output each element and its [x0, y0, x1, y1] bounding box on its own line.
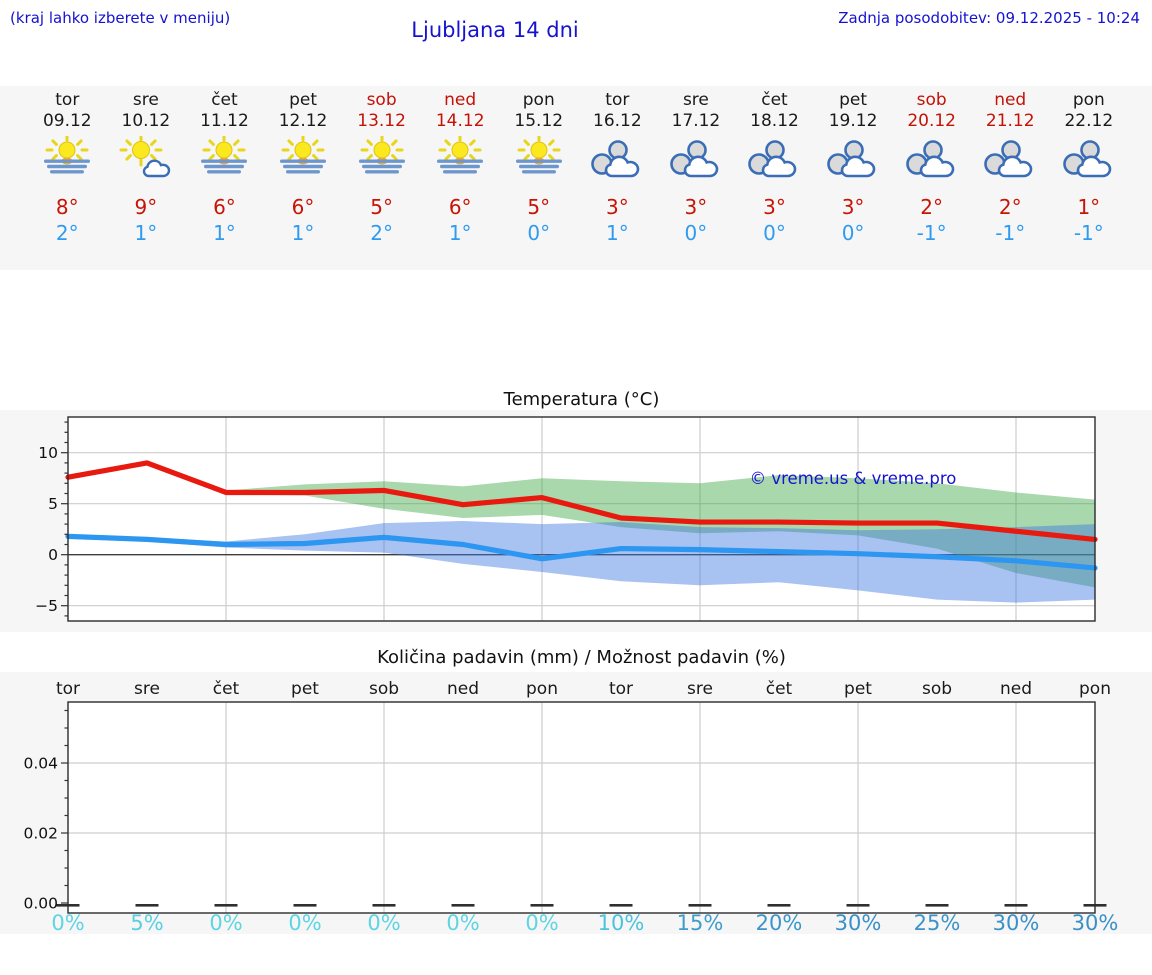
forecast-day-column: tor 16.12 3° 1°: [578, 90, 657, 270]
day-max-temperature: 3°: [684, 195, 708, 219]
day-min-temperature: 1°: [213, 221, 236, 245]
day-min-temperature: -1°: [916, 221, 947, 245]
sun-fog-icon: [185, 133, 264, 184]
day-min-temperature: 0°: [684, 221, 708, 245]
day-min-temperature: 2°: [55, 221, 79, 245]
day-min-temperature: -1°: [1073, 221, 1104, 245]
day-name: sre: [682, 90, 709, 110]
day-name: sob: [916, 90, 947, 110]
day-date: 15.12: [514, 111, 564, 131]
day-date: 17.12: [671, 111, 721, 131]
day-name: tor: [55, 90, 80, 110]
day-max-temperature: 3°: [605, 195, 629, 219]
sun-fog-icon: [264, 133, 343, 184]
day-min-temperature: 1°: [134, 221, 158, 245]
day-date: 14.12: [435, 111, 485, 131]
temperature-chart-title: Temperatura (°C): [503, 389, 660, 410]
day-date: 16.12: [593, 111, 642, 131]
day-max-temperature: 8°: [55, 195, 79, 219]
forecast-day-column: sre 10.12 9° 1°: [107, 90, 186, 270]
forecast-day-column: čet 11.12 6° 1°: [185, 90, 264, 270]
last-update-text: Zadnja posodobitev: 09.12.2025 - 10:24: [838, 9, 1140, 27]
cloudy-icon: [1050, 136, 1129, 184]
day-date: 12.12: [278, 111, 328, 131]
day-date: 10.12: [121, 111, 171, 131]
sun-cloud-icon: [107, 133, 186, 184]
forecast-day-column: ned 21.12 2° -1°: [971, 90, 1050, 270]
day-min-temperature: 0°: [527, 221, 551, 245]
forecast-days-strip: tor 09.12 8° 2°: [0, 86, 1152, 270]
forecast-day-column: sob 20.12 2° -1°: [892, 90, 971, 270]
day-date: 11.12: [200, 111, 249, 131]
day-name: čet: [211, 90, 238, 110]
day-date: 19.12: [828, 111, 878, 131]
cloudy-icon: [578, 136, 657, 184]
day-name: pet: [839, 90, 868, 110]
day-date: 09.12: [42, 111, 92, 131]
day-max-temperature: 5°: [527, 195, 551, 219]
cloudy-icon: [814, 136, 893, 184]
day-date: 18.12: [750, 111, 799, 131]
day-max-temperature: 6°: [213, 195, 236, 219]
day-min-temperature: -1°: [995, 221, 1026, 245]
forecast-day-column: pet 19.12 3° 0°: [814, 90, 893, 270]
day-min-temperature: 0°: [841, 221, 865, 245]
forecast-day-column: čet 18.12 3° 0°: [735, 90, 814, 270]
day-min-temperature: 2°: [370, 221, 393, 245]
day-date: 20.12: [907, 111, 956, 131]
forecast-day-column: sre 17.12 3° 0°: [657, 90, 736, 270]
forecast-day-column: pon 15.12 5° 0°: [499, 90, 578, 270]
page-title: Ljubljana 14 dni: [411, 18, 579, 42]
cloudy-icon: [657, 136, 736, 184]
forecast-day-column: sob 13.12 5° 2°: [342, 90, 421, 270]
cloudy-icon: [971, 136, 1050, 184]
day-max-temperature: 3°: [841, 195, 865, 219]
day-max-temperature: 2°: [920, 195, 944, 219]
forecast-day-column: tor 09.12 8° 2°: [28, 90, 107, 270]
day-max-temperature: 1°: [1077, 195, 1101, 219]
day-name: ned: [444, 90, 477, 110]
forecast-day-column: pet 12.12 6° 1°: [264, 90, 343, 270]
sun-fog-icon: [28, 133, 107, 184]
precipitation-figure-background: [0, 672, 1152, 934]
day-date: 13.12: [357, 111, 406, 131]
precipitation-chart-title: Količina padavin (mm) / Možnost padavin …: [377, 647, 786, 668]
day-min-temperature: 1°: [291, 221, 315, 245]
day-max-temperature: 9°: [134, 195, 158, 219]
sun-fog-icon: [342, 133, 421, 184]
sun-fog-icon: [499, 133, 578, 184]
day-name: sob: [366, 90, 397, 110]
forecast-day-column: pon 22.12 1° -1°: [1050, 90, 1129, 270]
day-min-temperature: 1°: [448, 221, 472, 245]
cloudy-icon: [892, 136, 971, 184]
day-max-temperature: 2°: [998, 195, 1022, 219]
temperature-figure-background: [0, 410, 1152, 632]
day-max-temperature: 6°: [291, 195, 315, 219]
day-name: pet: [289, 90, 317, 110]
day-max-temperature: 5°: [370, 195, 393, 219]
day-name: pon: [522, 90, 555, 110]
sun-fog-icon: [421, 133, 500, 184]
day-date: 22.12: [1064, 111, 1114, 131]
day-name: tor: [605, 90, 630, 110]
day-max-temperature: 3°: [763, 195, 786, 219]
cloudy-icon: [735, 136, 814, 184]
day-name: pon: [1072, 90, 1105, 110]
menu-hint-text: (kraj lahko izberete v meniju): [10, 9, 231, 27]
forecast-day-column: ned 14.12 6° 1°: [421, 90, 500, 270]
day-name: sre: [132, 90, 159, 110]
day-name: ned: [994, 90, 1027, 110]
day-max-temperature: 6°: [448, 195, 472, 219]
day-name: čet: [761, 90, 788, 110]
day-min-temperature: 0°: [763, 221, 786, 245]
day-date: 21.12: [985, 111, 1035, 131]
day-min-temperature: 1°: [605, 221, 629, 245]
